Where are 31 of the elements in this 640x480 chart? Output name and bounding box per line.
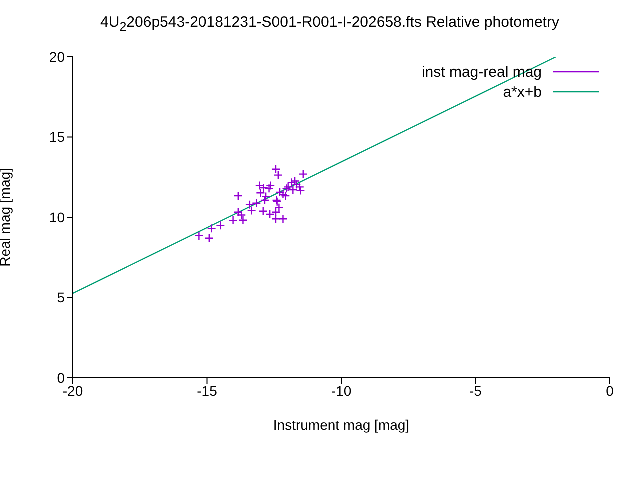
x-tick-label: -5	[470, 382, 482, 399]
y-tick-label: 0	[57, 370, 66, 386]
point	[234, 191, 243, 201]
point	[278, 214, 288, 224]
point	[204, 234, 214, 243]
chart-title: 4U$_{2}$206p543-20181231-S001-R001-I-202658.fts Relative photometry	[100, 14, 560, 34]
point	[228, 216, 238, 226]
x-axis-title: Instrument mag [mag]	[273, 417, 410, 433]
x-tick-label: -10	[331, 382, 352, 399]
point	[298, 170, 308, 179]
point	[216, 221, 226, 230]
point	[255, 181, 264, 190]
point	[271, 208, 281, 217]
y-tick-label: 15	[49, 129, 66, 146]
point	[234, 208, 243, 217]
y-tick-label: 5	[57, 290, 66, 306]
y-tick-label: 10	[49, 209, 66, 226]
x-tick-label: -15	[197, 382, 218, 399]
point	[260, 196, 270, 206]
point	[259, 183, 269, 193]
point	[194, 231, 204, 241]
point	[207, 224, 216, 234]
y-axis-title: Real mag [mag]	[0, 168, 13, 267]
point	[278, 190, 288, 200]
point	[266, 181, 276, 190]
x-tick-label: 0	[606, 382, 614, 399]
legend-label: a*x+b	[503, 84, 542, 100]
point	[252, 198, 262, 208]
point	[264, 184, 274, 194]
y-tick-label: 20	[49, 48, 66, 65]
x-tick-label: -20	[62, 382, 84, 399]
